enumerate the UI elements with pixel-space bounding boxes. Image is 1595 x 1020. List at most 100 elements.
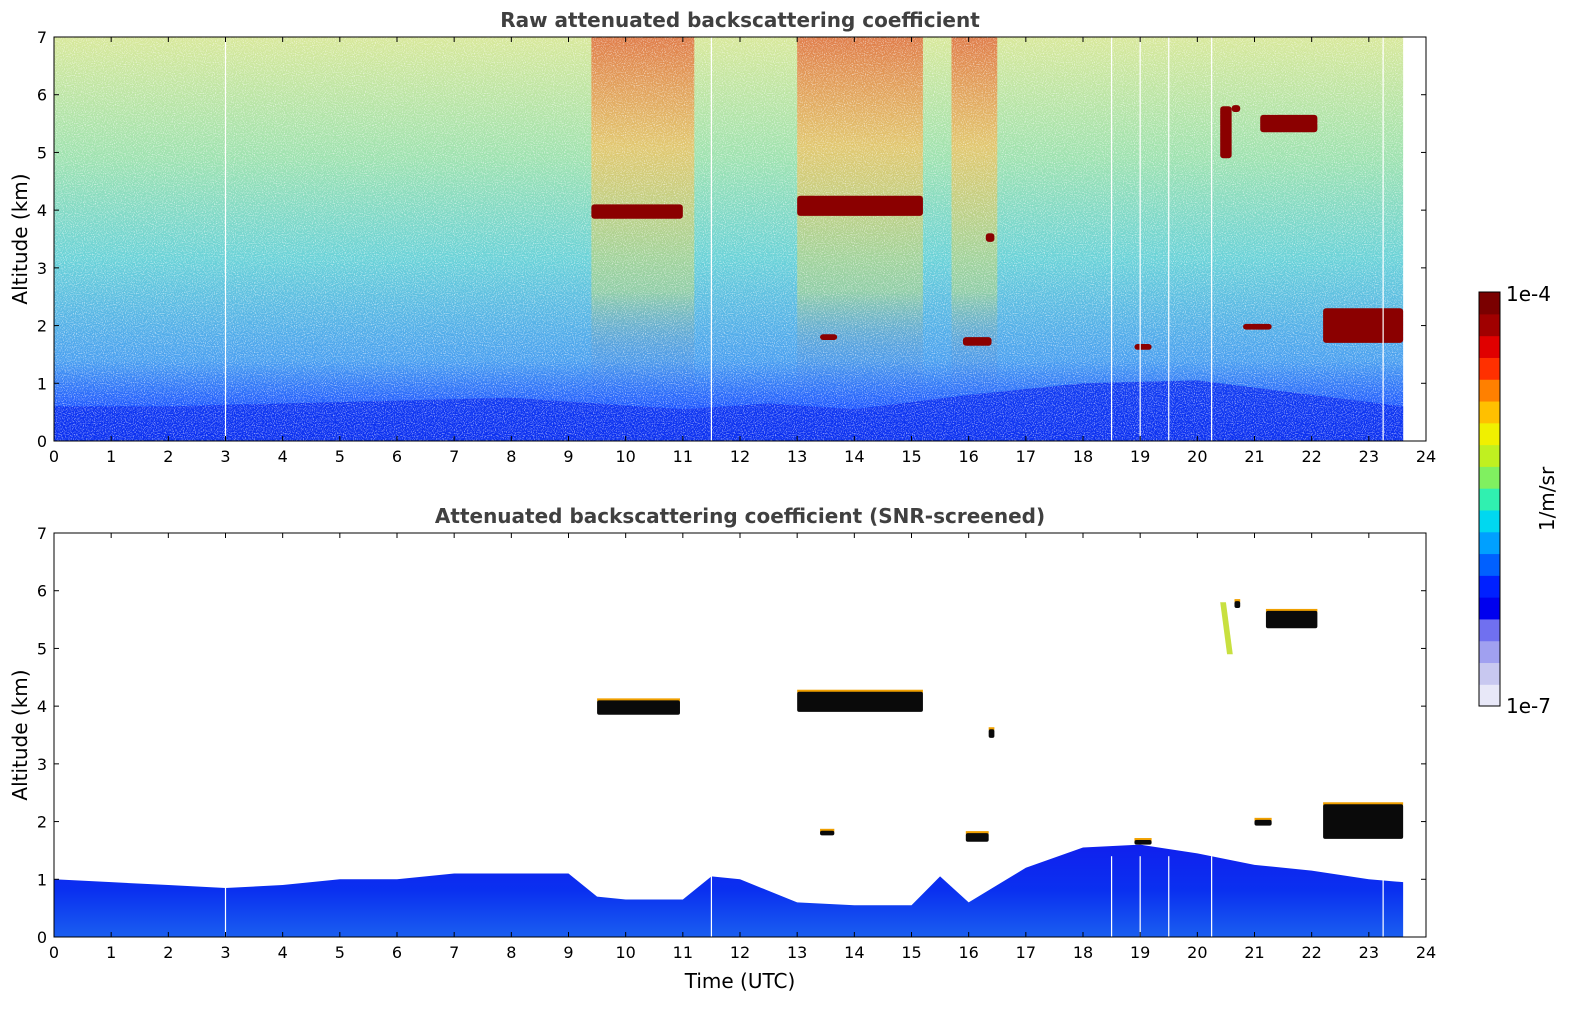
x-tick-label: 19 [1130, 447, 1150, 466]
cloud-layer [1231, 105, 1241, 113]
cloud-edge [597, 698, 680, 702]
x-tick-label: 14 [844, 447, 864, 466]
x-tick-label: 15 [901, 447, 921, 466]
colorbar: 1e-4 1e-7 1/m/sr [1478, 282, 1559, 718]
cloud-layer [1243, 323, 1272, 330]
cloud-layer [988, 729, 995, 738]
colorbar-cell [1479, 575, 1500, 598]
colorbar-cell [1479, 466, 1500, 489]
y-tick-label: 4 [37, 201, 47, 220]
cloud-layer [797, 195, 923, 216]
cloud-layer [965, 833, 989, 842]
x-tick-label: 3 [220, 447, 230, 466]
x-tick-label: 5 [335, 943, 345, 962]
x-tick-label: 10 [615, 447, 635, 466]
cloud-layer [591, 204, 683, 219]
x-tick-label: 5 [335, 447, 345, 466]
y-tick-label: 6 [37, 582, 47, 601]
x-tick-label: 21 [1244, 447, 1264, 466]
x-tick-label: 16 [958, 447, 978, 466]
x-axis-label: Time (UTC) [684, 969, 796, 993]
boundary-layer-aerosol [54, 844, 1404, 937]
x-tick-label: 6 [392, 447, 402, 466]
x-tick-label: 8 [506, 447, 516, 466]
x-tick-label: 9 [563, 447, 573, 466]
cloud-edge [820, 828, 835, 832]
cloud-layer [597, 700, 680, 715]
cloud-layer [1220, 106, 1232, 159]
screened-y-axis: 0 1 2 3 4 5 6 7 [37, 524, 1426, 947]
y-tick-label: 1 [37, 870, 47, 889]
cloud-layer [1323, 804, 1404, 839]
cloud-layer [1260, 114, 1318, 133]
cloud-edge [1234, 599, 1241, 603]
y-tick-label: 5 [37, 639, 47, 658]
raw-plot-area [54, 37, 1404, 441]
y-tick-label: 0 [37, 432, 47, 451]
colorbar-cell [1479, 488, 1500, 511]
colorbar-cell [1479, 553, 1500, 576]
cloud-layer [1134, 840, 1152, 845]
x-tick-label: 24 [1416, 943, 1436, 962]
x-tick-label: 3 [220, 943, 230, 962]
x-tick-label: 20 [1187, 447, 1207, 466]
x-tick-label: 2 [163, 447, 173, 466]
y-tick-label: 7 [37, 28, 47, 47]
y-tick-label: 5 [37, 143, 47, 162]
y-tick-label: 4 [37, 697, 47, 716]
colorbar-cell [1479, 313, 1500, 337]
cloud-edge [1254, 817, 1272, 821]
raw-y-axis: 0 1 2 3 4 5 6 7 [37, 28, 1426, 451]
cloud-layer [1254, 819, 1272, 826]
colorbar-cell [1479, 335, 1500, 358]
colorbar-scale [1479, 292, 1500, 707]
raw-x-axis: 0 1 2 3 4 5 6 7 8 9 10 11 12 13 14 15 16 17 18 19 20 21 22 23 24 [49, 37, 1436, 466]
screened-panel: Attenuated backscattering coefficient (S… [8, 504, 1436, 993]
x-tick-label: 1 [106, 447, 116, 466]
x-tick-label: 7 [449, 943, 459, 962]
colorbar-cell [1479, 618, 1500, 642]
y-tick-label: 3 [37, 259, 47, 278]
cloud-layer [820, 830, 835, 836]
x-tick-label: 24 [1416, 447, 1436, 466]
x-tick-label: 6 [392, 943, 402, 962]
screened-panel-title: Attenuated backscattering coefficient (S… [435, 504, 1045, 528]
cloud-layer [1323, 308, 1404, 343]
screened-y-axis-label: Altitude (km) [8, 669, 32, 800]
colorbar-frame [1478, 291, 1501, 707]
colorbar-cell [1479, 379, 1500, 402]
y-tick-label: 6 [37, 86, 47, 105]
colorbar-cell [1479, 444, 1500, 467]
x-tick-label: 4 [278, 943, 288, 962]
colorbar-unit-label: 1/m/sr [1535, 466, 1559, 531]
colorbar-cell [1479, 531, 1500, 555]
colorbar-max-label: 1e-4 [1506, 282, 1551, 306]
x-tick-label: 15 [901, 943, 921, 962]
x-tick-label: 12 [730, 447, 750, 466]
virga-streak [1220, 602, 1233, 655]
x-tick-label: 17 [1016, 447, 1036, 466]
colorbar-cell [1479, 684, 1500, 707]
y-tick-label: 3 [37, 755, 47, 774]
x-tick-label: 23 [1359, 447, 1379, 466]
x-tick-label: 17 [1016, 943, 1036, 962]
colorbar-cell [1479, 292, 1500, 315]
x-tick-label: 0 [49, 943, 59, 962]
cloud-edge [1323, 802, 1404, 806]
x-tick-label: 1 [106, 943, 116, 962]
x-tick-label: 7 [449, 447, 459, 466]
cloud-layer [985, 233, 995, 242]
x-tick-label: 16 [958, 943, 978, 962]
cloud-edge [988, 727, 995, 731]
x-tick-label: 13 [787, 943, 807, 962]
cloud-edge [1265, 608, 1318, 612]
cloud-edge [965, 831, 989, 835]
cloud-edge [1134, 838, 1152, 842]
x-tick-label: 11 [673, 447, 693, 466]
cloud-layer [1134, 344, 1152, 350]
y-tick-label: 7 [37, 524, 47, 543]
speckle-noise [54, 37, 1404, 441]
x-tick-label: 9 [563, 943, 573, 962]
y-tick-label: 0 [37, 928, 47, 947]
colorbar-cell [1479, 400, 1500, 424]
